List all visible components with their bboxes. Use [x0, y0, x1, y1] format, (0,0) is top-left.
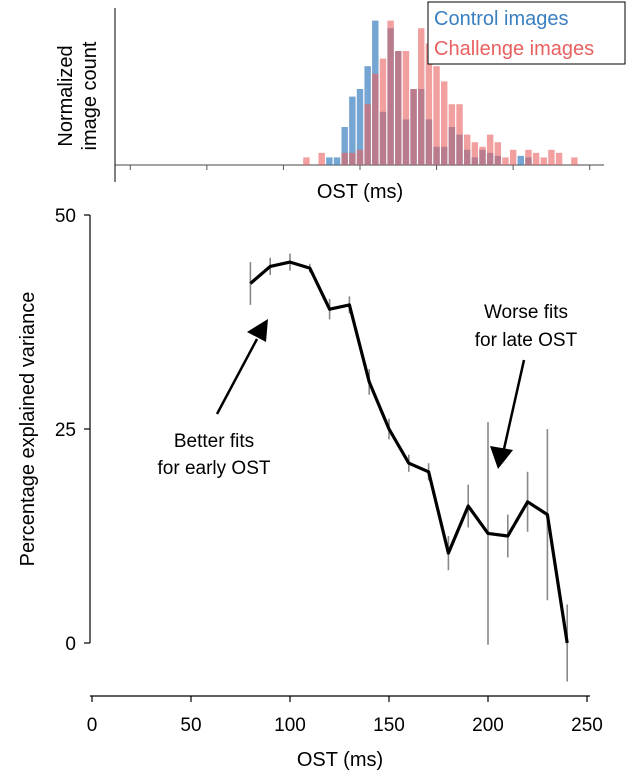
challenge-bar	[349, 152, 356, 165]
explained-variance-line	[249, 260, 569, 644]
x-ticks: 0 50 100 150 200 250	[87, 696, 603, 736]
control-bar	[341, 127, 348, 165]
challenge-bars	[303, 20, 578, 166]
y-tick-label: 50	[55, 206, 76, 227]
x-tick-label: 150	[373, 715, 405, 736]
y-tick-label: 25	[55, 420, 76, 441]
challenge-bar	[379, 58, 387, 165]
challenge-bar	[471, 142, 479, 165]
challenge-bar	[494, 142, 502, 165]
challenge-bar	[433, 66, 440, 165]
histogram-ylabel-line2: image count	[79, 41, 101, 150]
challenge-bar	[479, 146, 486, 165]
challenge-bar	[441, 81, 448, 165]
histogram-xlabel: OST (ms)	[317, 181, 403, 203]
challenge-bar	[502, 157, 509, 165]
x-tick-label: 0	[87, 715, 98, 736]
challenge-bar	[571, 157, 578, 165]
challenge-bar	[356, 149, 364, 165]
control-bar	[349, 96, 356, 165]
legend: Control images Challenge images	[427, 1, 626, 65]
y-ticks: 0 25 50	[55, 206, 90, 655]
challenge-bar	[456, 104, 463, 165]
annotation-early-line2: for early OST	[158, 458, 271, 479]
annotation-late-line1: Worse fits	[484, 302, 568, 323]
challenge-bar	[387, 20, 394, 165]
annotation-late: Worse fits for late OST	[475, 302, 578, 469]
arrow-late-head	[490, 446, 513, 469]
y-axis-title: Percentage explained variance	[17, 292, 39, 567]
challenge-bar	[540, 157, 547, 165]
challenge-bar	[318, 152, 325, 165]
legend-box	[427, 1, 626, 65]
challenge-bar	[525, 149, 532, 165]
x-axis-title: OST (ms)	[297, 749, 383, 771]
arrow-late-shaft	[502, 359, 526, 450]
legend-control-label: Control images	[434, 8, 569, 30]
challenge-bar	[425, 43, 433, 165]
challenge-bar	[486, 134, 494, 165]
challenge-bar	[372, 73, 379, 165]
annotation-early: Better fits for early OST	[158, 319, 271, 479]
control-bar	[517, 155, 524, 165]
challenge-bar	[364, 104, 371, 165]
challenge-bar	[418, 28, 425, 166]
histogram-x-ticks	[129, 165, 591, 170]
x-tick-label: 100	[274, 715, 306, 736]
x-tick-label: 250	[571, 715, 603, 736]
challenge-bar	[509, 149, 517, 165]
challenge-bar	[448, 104, 456, 165]
challenge-bar	[402, 51, 410, 165]
control-bar	[333, 157, 341, 165]
challenge-bar	[410, 89, 417, 165]
line-chart-panel: 0 25 50 0 50 100 150 200 250 Percentage explain…	[17, 206, 603, 771]
histogram-ylabel-line1: Normalized	[55, 45, 77, 146]
legend-challenge-label: Challenge images	[434, 38, 594, 60]
challenge-bar	[463, 134, 471, 165]
annotation-late-line2: for late OST	[475, 330, 578, 351]
control-bar	[356, 89, 364, 165]
challenge-bar	[395, 51, 402, 165]
control-bar	[326, 157, 333, 165]
challenge-bar	[303, 157, 310, 165]
x-tick-label: 200	[472, 715, 504, 736]
arrow-early-shaft	[215, 338, 259, 415]
challenge-bar	[341, 152, 348, 165]
annotation-early-line1: Better fits	[174, 431, 254, 452]
challenge-bar	[532, 152, 540, 165]
challenge-bar	[555, 152, 563, 165]
arrow-early-head	[247, 319, 268, 342]
challenge-bar	[548, 149, 555, 165]
y-tick-label: 0	[65, 634, 76, 655]
histogram-panel: Normalized image count OST (ms) Control …	[55, 1, 626, 203]
x-tick-label: 50	[180, 715, 201, 736]
